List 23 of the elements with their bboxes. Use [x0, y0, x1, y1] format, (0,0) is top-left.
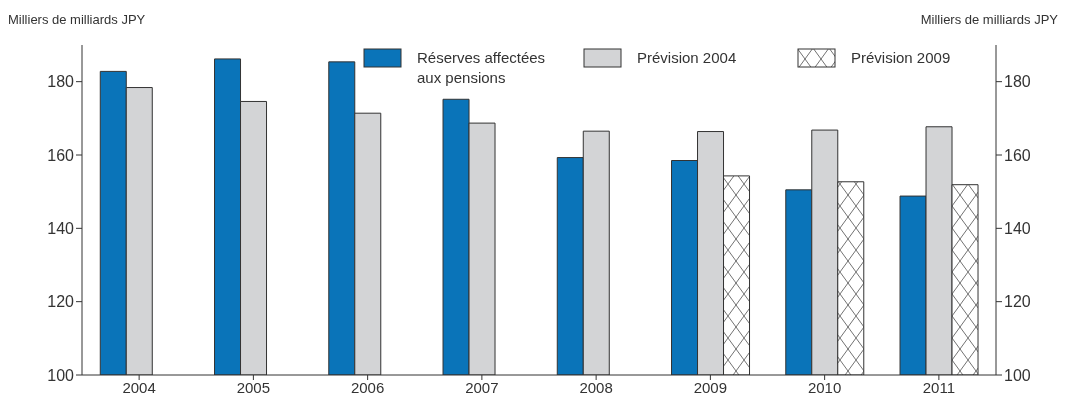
- x-tick-label: 2005: [236, 378, 271, 396]
- x-tick-label: 2007: [465, 378, 499, 396]
- y2-axis-title: Milliers de milliards JPY: [920, 12, 1058, 27]
- y-tick-label: 160: [47, 146, 75, 164]
- y-tick-label: 100: [47, 366, 75, 384]
- y-tick-label: 180: [47, 73, 75, 91]
- x-tick-label: 2009: [693, 378, 728, 396]
- legend-label: Prévision 2004: [637, 48, 738, 68]
- legend-label: Prévision 2009: [851, 48, 952, 68]
- x-tick-label: 2004: [122, 378, 156, 396]
- y2-tick-label: 100: [1004, 366, 1031, 384]
- y-axis-title: Milliers de milliards JPY: [8, 12, 146, 27]
- x-tick-label: 2006: [350, 378, 385, 396]
- legend-label: Réserves affectées aux pensions: [417, 48, 547, 88]
- x-tick-label: 2008: [579, 378, 613, 396]
- y2-tick-label: 120: [1004, 293, 1031, 311]
- y2-tick-label: 160: [1004, 146, 1031, 164]
- y2-tick-label: 180: [1004, 73, 1031, 91]
- x-tick-label: 2011: [922, 378, 956, 396]
- y2-tick-label: 140: [1004, 220, 1031, 238]
- y-tick-label: 140: [47, 220, 75, 238]
- y-tick-label: 120: [47, 293, 75, 311]
- x-tick-label: 2010: [807, 378, 842, 396]
